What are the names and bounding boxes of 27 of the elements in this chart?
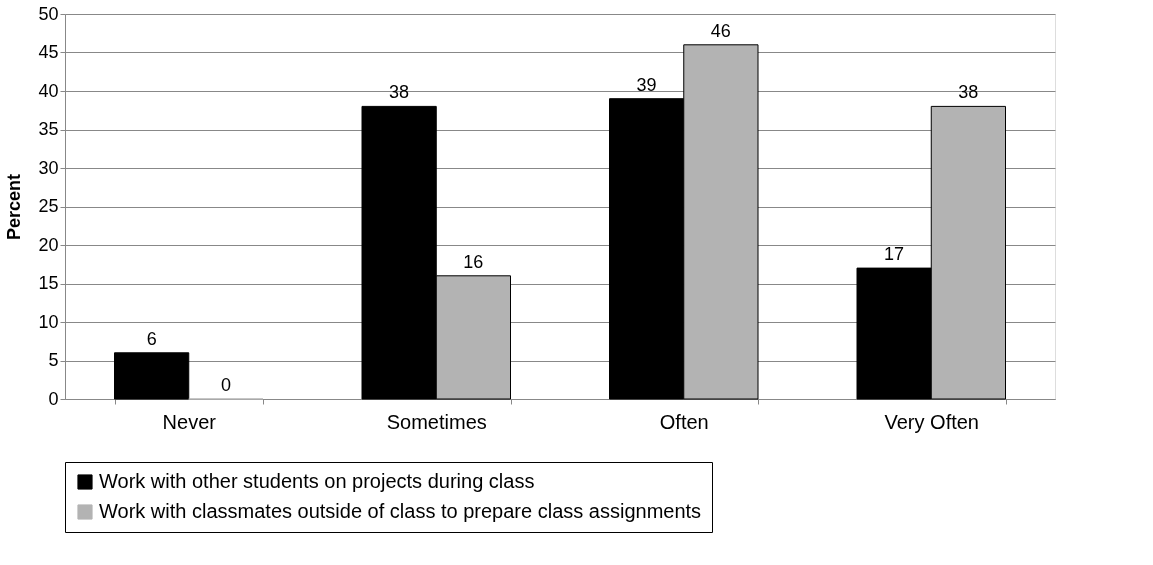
y-tick-label: 45 (38, 42, 59, 62)
y-tick-label: 35 (38, 119, 59, 139)
data-label: 38 (958, 82, 979, 103)
data-label: 39 (636, 74, 657, 95)
y-tick-label: 20 (38, 234, 59, 255)
x-tick-label: Very Often (884, 410, 979, 433)
legend-label: Work with other students on projects during class (99, 470, 535, 492)
bar (114, 352, 190, 400)
data-label: 16 (463, 251, 484, 272)
data-label: 6 (146, 328, 157, 349)
y-tick-label: 50 (38, 3, 59, 24)
y-tick-label: 40 (38, 80, 59, 101)
y-tick-label: 30 (38, 157, 59, 178)
y-tick-label: 15 (38, 273, 59, 293)
data-label: 17 (884, 244, 905, 265)
data-label: 38 (389, 82, 410, 103)
y-tick-label: 10 (38, 311, 59, 332)
data-label: 46 (710, 20, 731, 41)
y-axis-title: Percent (4, 173, 25, 241)
x-tick-label: Often (659, 410, 709, 433)
legend-label: Work with classmates outside of class to prepare class assignments (99, 500, 702, 522)
y-tick-label: 25 (38, 196, 59, 216)
x-tick-label: Sometimes (386, 410, 487, 433)
data-label: 0 (220, 375, 231, 395)
y-tick-label: 5 (48, 350, 59, 370)
y-tick-label: 0 (48, 388, 59, 409)
x-tick-label: Never (162, 410, 217, 433)
